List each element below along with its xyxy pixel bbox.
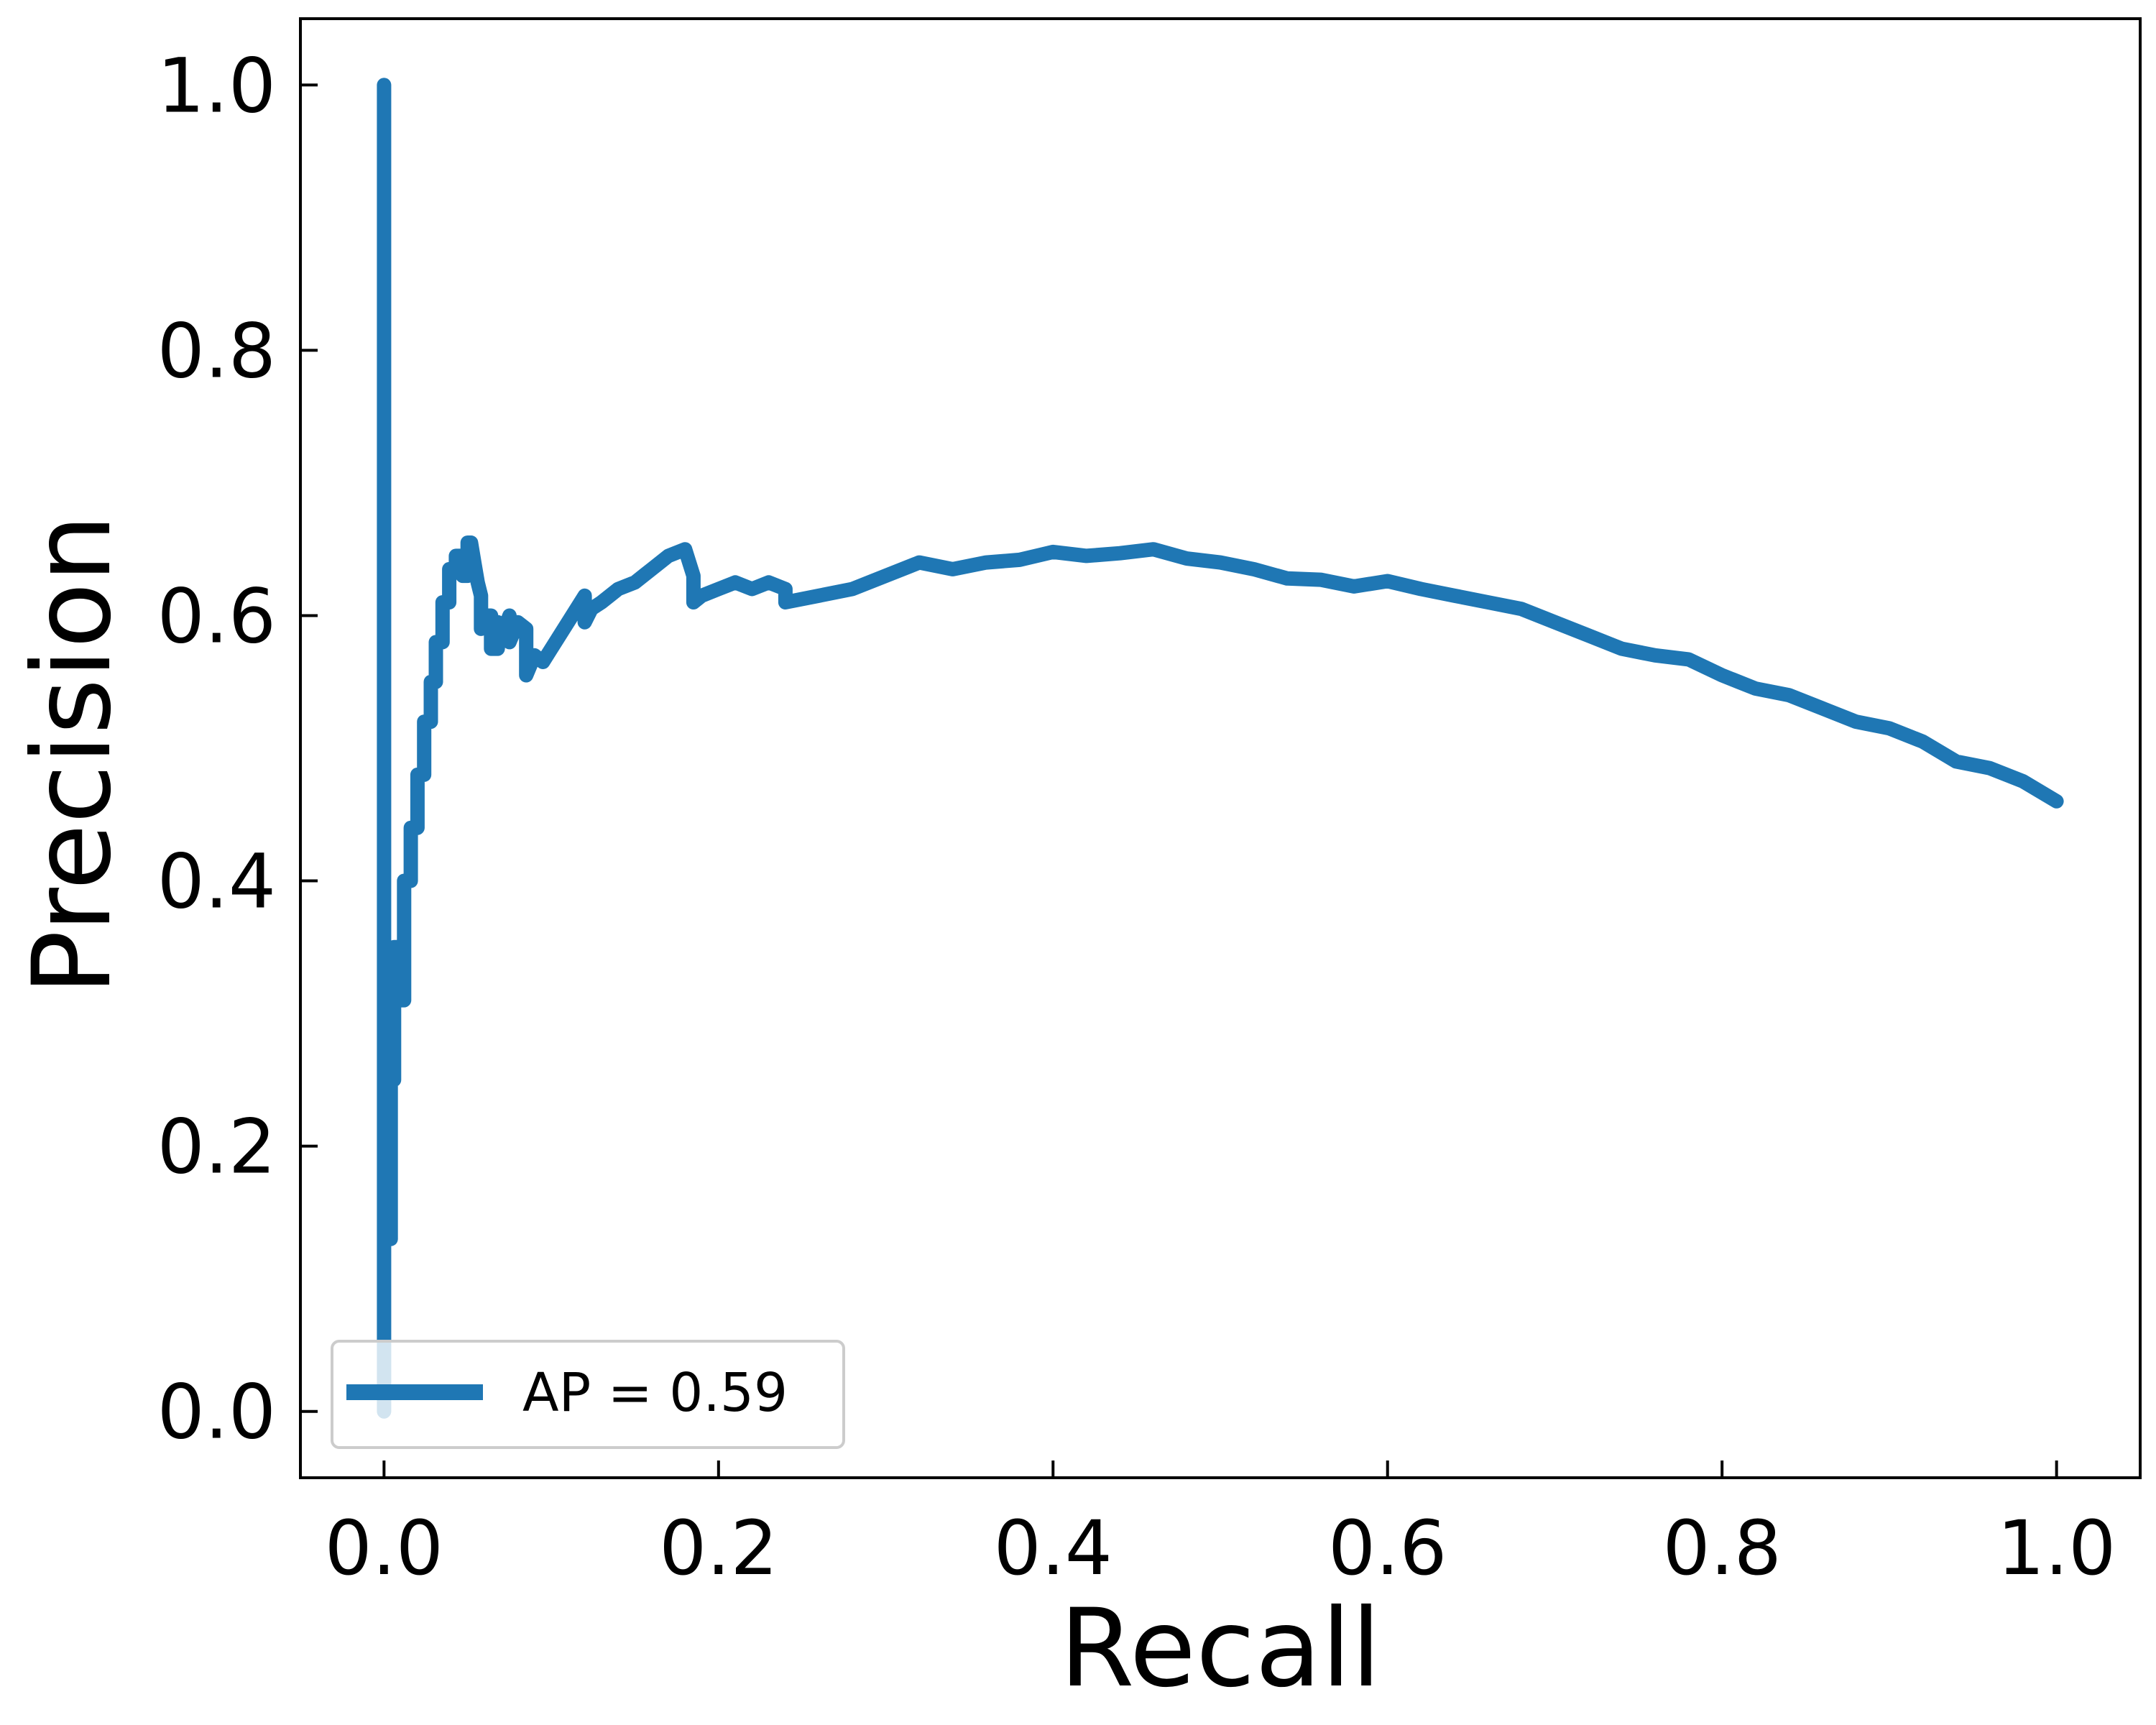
y-tick-label: 0.0 (157, 1368, 276, 1456)
x-tick-label: 0.8 (1662, 1504, 1781, 1592)
x-axis-ticks: 0.0 0.2 0.4 0.6 0.8 1.0 (325, 1460, 2116, 1592)
y-axis-title: Precision (10, 514, 135, 995)
legend: AP = 0.59 (331, 1340, 845, 1449)
legend-label: AP = 0.59 (522, 1362, 788, 1424)
y-tick-label: 0.6 (157, 572, 276, 660)
plot-frame (299, 17, 2142, 1479)
y-tick-label: 0.2 (157, 1103, 276, 1191)
series-line-0 (377, 78, 2064, 1419)
x-tick-label: 0.0 (325, 1504, 443, 1592)
series-layer (377, 78, 2064, 1419)
legend-box (331, 1340, 845, 1449)
y-axis-ticks: 0.0 0.2 0.4 0.6 0.8 1.0 (157, 42, 318, 1456)
y-tick-label: 0.8 (157, 307, 276, 395)
x-axis-title: Recall (1059, 1586, 1381, 1711)
x-tick-label: 0.2 (659, 1504, 778, 1592)
x-tick-label: 0.4 (994, 1504, 1112, 1592)
y-tick-label: 0.4 (157, 838, 276, 926)
x-tick-label: 1.0 (1997, 1504, 2116, 1592)
x-tick-label: 0.6 (1328, 1504, 1447, 1592)
plot-background (300, 19, 2140, 1478)
y-tick-label: 1.0 (157, 42, 276, 129)
